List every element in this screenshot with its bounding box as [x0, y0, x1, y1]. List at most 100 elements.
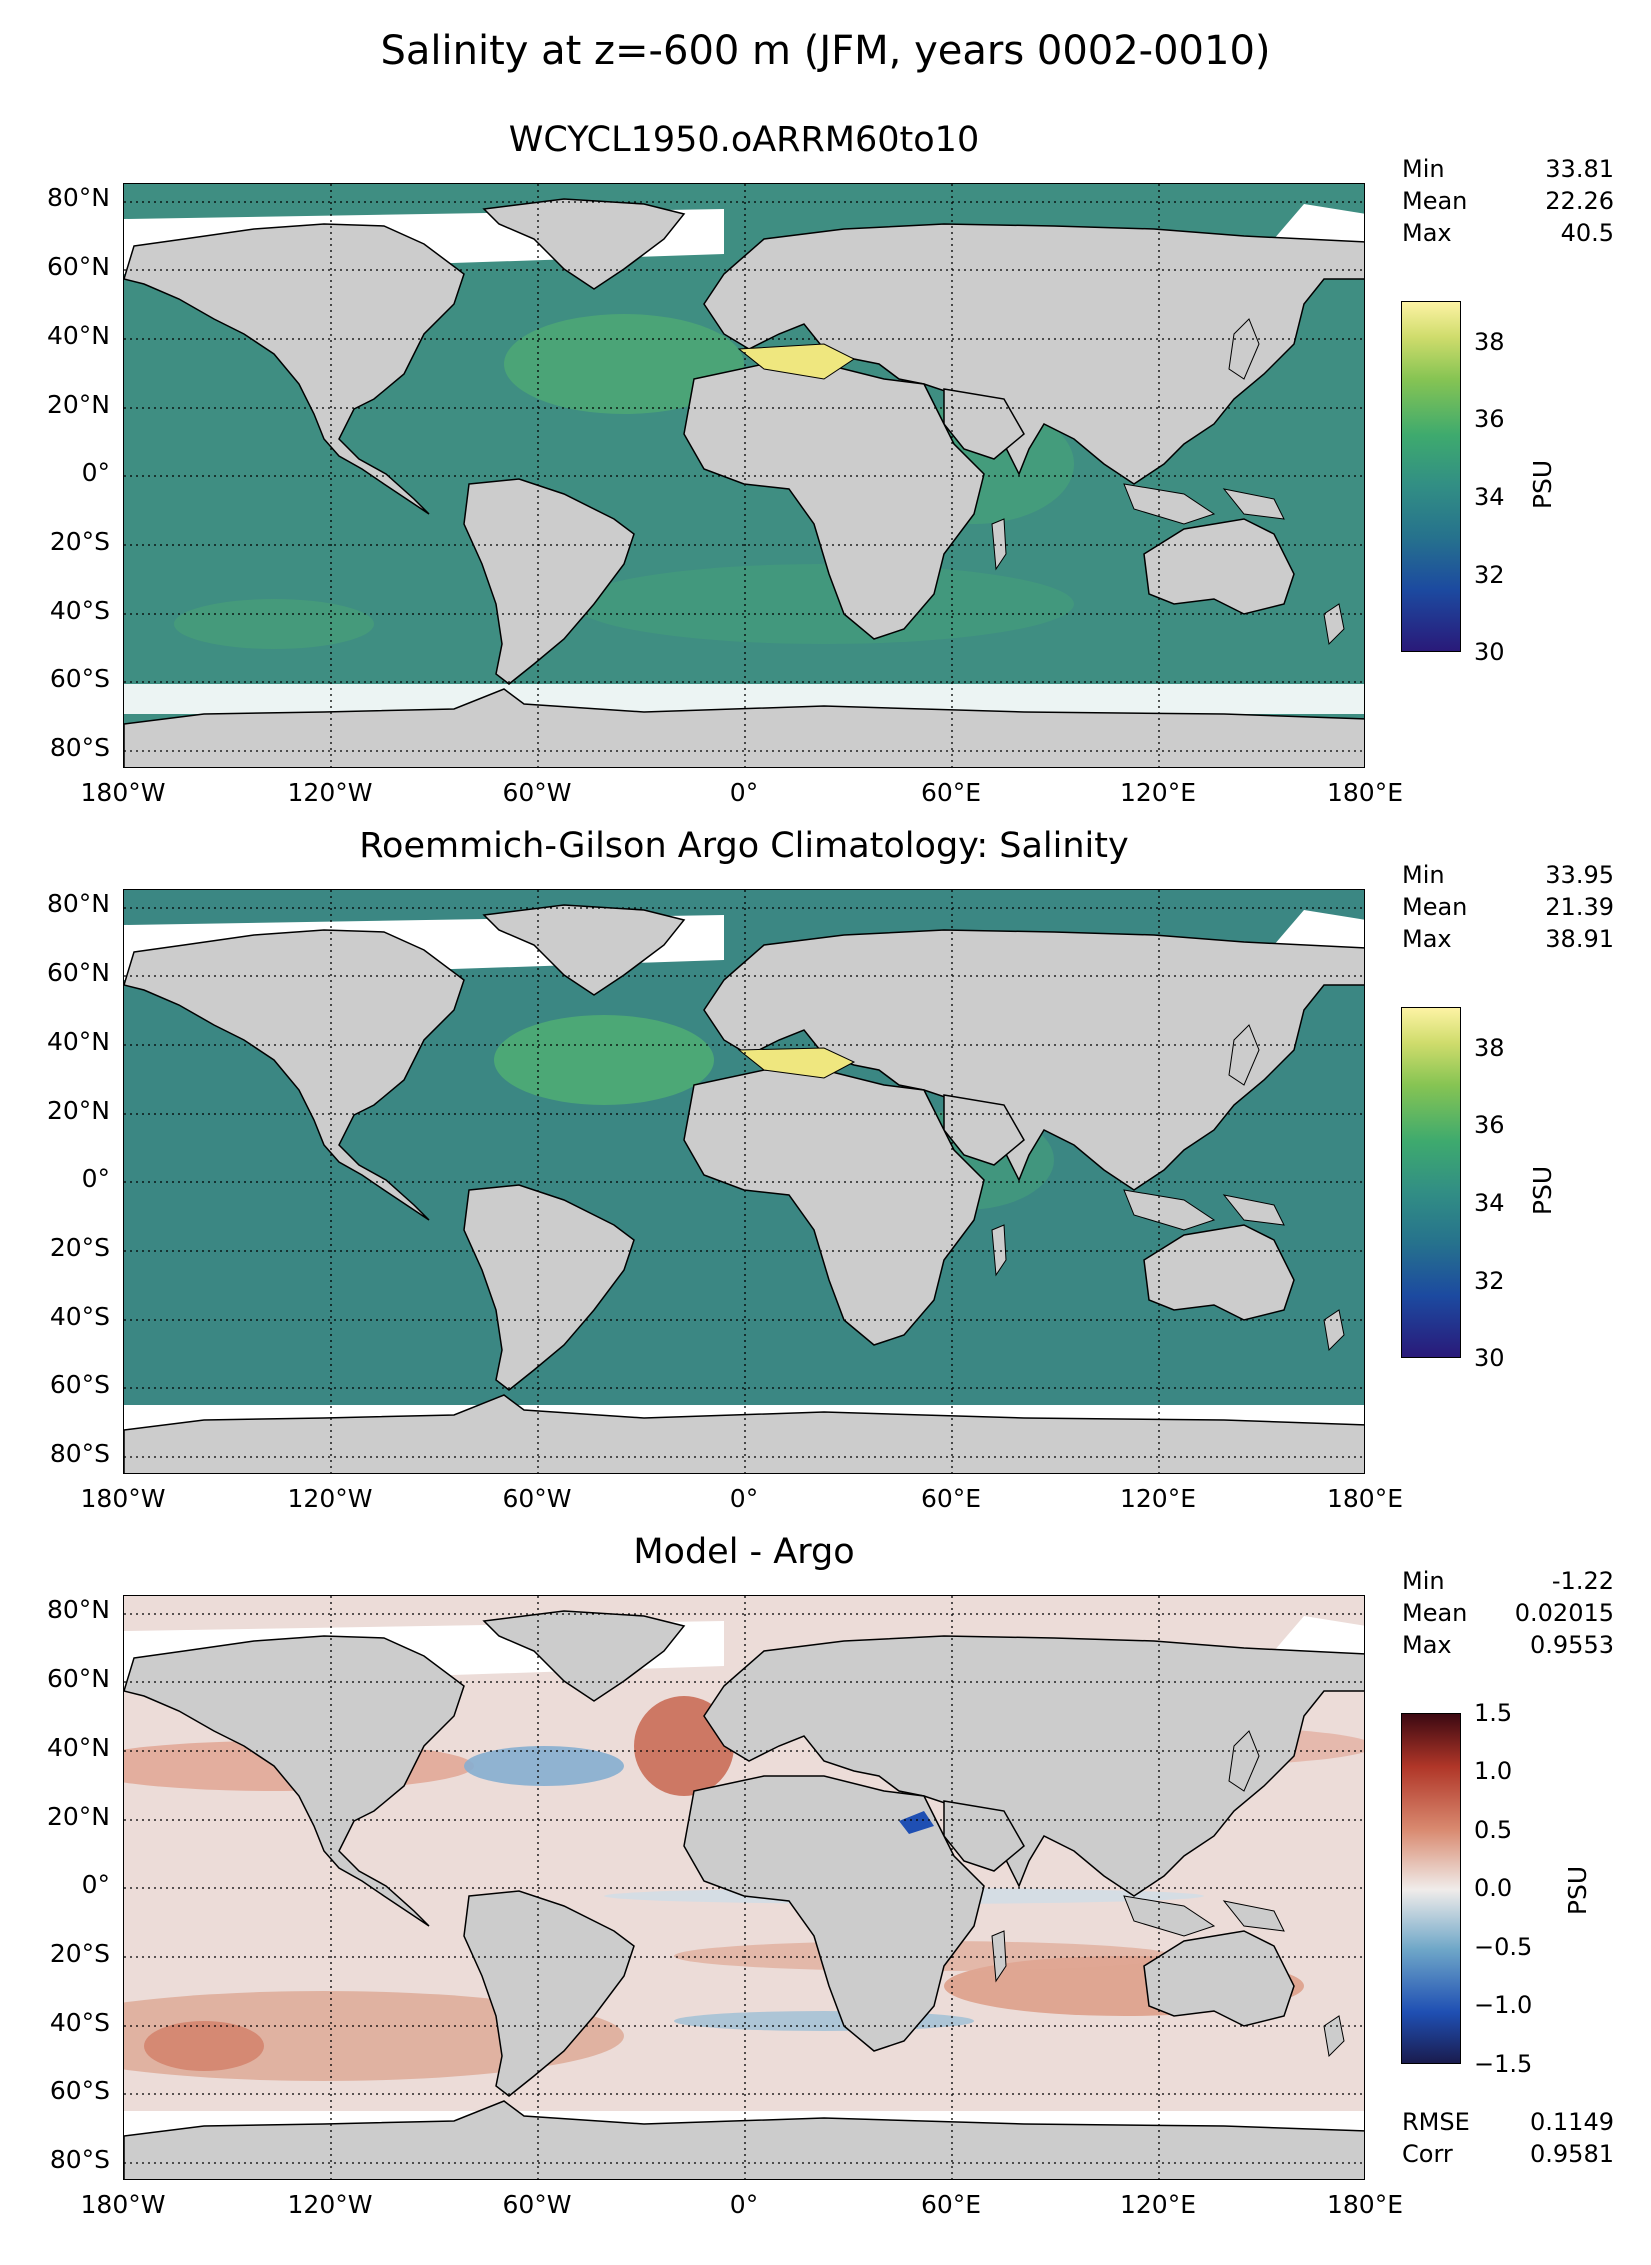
panel-3-colorbar [1401, 1713, 1461, 2064]
lat-tick: 80°S [49, 733, 110, 762]
panel-1-map-svg [124, 184, 1364, 767]
lon-tick: 0° [729, 1484, 759, 1513]
lon-tick: 120°E [1119, 778, 1196, 807]
stat-label: Min [1402, 155, 1445, 183]
colorbar-tick: 36 [1474, 405, 1505, 433]
lat-tick: 60°S [49, 664, 110, 693]
panel-2-map-svg [124, 890, 1364, 1473]
panel-2-map [123, 889, 1365, 1474]
panel-1-title: WCYCL1950.oARRM60to10 [508, 120, 980, 160]
lon-tick: 180°W [80, 778, 166, 807]
colorbar-tick: 32 [1474, 561, 1505, 589]
colorbar-tick: 32 [1474, 1267, 1505, 1295]
colorbar-label: PSU [1528, 459, 1558, 510]
stat-label: RMSE [1402, 2108, 1470, 2136]
colorbar-tick: 34 [1474, 1189, 1505, 1217]
panel-3-title: Model - Argo [633, 1532, 855, 1572]
lon-tick: 0° [729, 2190, 759, 2219]
colorbar-tick: 38 [1474, 1034, 1505, 1062]
stat-value: -1.22 [1551, 1567, 1614, 1595]
stat-label: Mean [1402, 1599, 1468, 1627]
mediterranean-sea [737, 1047, 856, 1079]
red-sea-anomaly [899, 1811, 934, 1834]
panel-2-colorbar [1401, 1007, 1461, 1358]
stat-value: 33.81 [1545, 155, 1614, 183]
colorbar-tick: −1.5 [1474, 2050, 1533, 2078]
lat-tick: 0° [81, 1870, 110, 1899]
panel-1-map [123, 183, 1365, 768]
colorbar-label: PSU [1563, 1865, 1593, 1916]
lat-tick: 20°S [49, 527, 110, 556]
stat-value: 33.95 [1545, 861, 1614, 889]
stat-label: Min [1402, 861, 1445, 889]
lat-tick: 40°S [49, 1302, 110, 1331]
stat-value: 0.02015 [1514, 1599, 1614, 1627]
panel-3-map [123, 1595, 1365, 2180]
lat-tick: 40°S [49, 596, 110, 625]
lat-tick: 40°N [46, 1027, 110, 1056]
stat-label: Max [1402, 925, 1452, 953]
panel-1-stats: Min 33.81 Mean 22.26 Max 40.5 [1402, 153, 1614, 249]
lon-tick: 120°E [1119, 1484, 1196, 1513]
lat-tick: 20°S [49, 1233, 110, 1262]
lon-tick: 120°E [1119, 2190, 1196, 2219]
colorbar-tick: 1.0 [1474, 1757, 1513, 1785]
stat-label: Corr [1402, 2140, 1453, 2168]
lat-tick: 0° [81, 458, 110, 487]
lon-tick: 60°E [920, 778, 982, 807]
lat-tick: 60°N [46, 252, 110, 281]
lon-tick: 60°E [920, 2190, 982, 2219]
lat-tick: 60°S [49, 2076, 110, 2105]
lat-tick: 60°S [49, 1370, 110, 1399]
stat-value: 0.9553 [1530, 1631, 1614, 1659]
colorbar-tick: −1.0 [1474, 1991, 1533, 2019]
colorbar-tick: 0.5 [1474, 1816, 1513, 1844]
panel-2-title: Roemmich-Gilson Argo Climatology: Salini… [359, 826, 1129, 866]
lon-tick: 180°E [1326, 1484, 1403, 1513]
colorbar-tick: 36 [1474, 1111, 1505, 1139]
lat-tick: 80°N [46, 183, 110, 212]
stat-label: Min [1402, 1567, 1445, 1595]
lat-tick: 20°N [46, 1096, 110, 1125]
colorbar-tick: −0.5 [1474, 1933, 1533, 1961]
stat-value: 0.9581 [1530, 2140, 1614, 2168]
lat-tick: 20°N [46, 390, 110, 419]
lat-tick: 40°N [46, 321, 110, 350]
lon-tick: 180°W [80, 1484, 166, 1513]
panel-1-colorbar [1401, 301, 1461, 652]
colorbar-tick: 30 [1474, 638, 1505, 666]
lat-tick: 80°N [46, 1595, 110, 1624]
stat-label: Max [1402, 1631, 1452, 1659]
colorbar-tick: 0.0 [1474, 1874, 1513, 1902]
lat-tick: 0° [81, 1164, 110, 1193]
lon-tick: 120°W [287, 1484, 373, 1513]
figure-title: Salinity at z=-600 m (JFM, years 0002-00… [380, 28, 1271, 74]
panel-3-stats: Min -1.22 Mean 0.02015 Max 0.9553 [1402, 1565, 1614, 1661]
panel-2-stats: Min 33.95 Mean 21.39 Max 38.91 [1402, 859, 1614, 955]
stat-label: Mean [1402, 187, 1468, 215]
lon-tick: 180°E [1326, 2190, 1403, 2219]
lon-tick: 0° [729, 778, 759, 807]
lat-tick: 20°S [49, 1939, 110, 1968]
lon-tick: 120°W [287, 2190, 373, 2219]
stat-value: 38.91 [1545, 925, 1614, 953]
lon-tick: 60°W [502, 2190, 572, 2219]
mediterranean-sea [737, 343, 855, 380]
colorbar-label: PSU [1528, 1165, 1558, 1216]
stat-value: 40.5 [1560, 219, 1614, 247]
colorbar-tick: 38 [1474, 328, 1505, 356]
stat-value: 21.39 [1545, 893, 1614, 921]
colorbar-tick: 1.5 [1474, 1699, 1513, 1727]
lon-tick: 60°W [502, 1484, 572, 1513]
panel-3-error-stats: RMSE 0.1149 Corr 0.9581 [1402, 2106, 1614, 2170]
lat-tick: 60°N [46, 958, 110, 987]
stat-value: 22.26 [1545, 187, 1614, 215]
lat-tick: 80°N [46, 889, 110, 918]
lat-tick: 20°N [46, 1802, 110, 1831]
stat-label: Mean [1402, 893, 1468, 921]
lat-tick: 40°S [49, 2008, 110, 2037]
lon-tick: 180°W [80, 2190, 166, 2219]
colorbar-tick: 30 [1474, 1344, 1505, 1372]
lat-tick: 80°S [49, 1439, 110, 1468]
lon-tick: 120°W [287, 778, 373, 807]
